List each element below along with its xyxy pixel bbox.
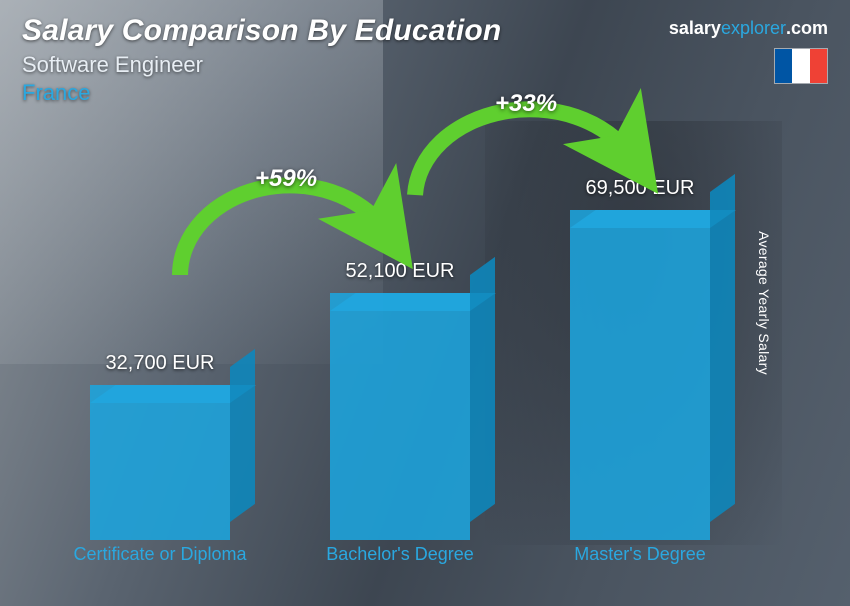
bar-group-2: 69,500 EUR: [540, 177, 740, 540]
y-axis-label: Average Yearly Salary: [756, 231, 772, 375]
bar-side-0: [230, 349, 255, 522]
flag-stripe-1: [775, 49, 792, 83]
pct-label-0: +59%: [255, 165, 317, 193]
bar-group-1: 52,100 EUR: [300, 260, 500, 540]
category-1: Bachelor's Degree: [300, 540, 500, 588]
bar-front-0: [90, 385, 230, 540]
country-flag-icon: [774, 48, 828, 84]
category-2: Master's Degree: [540, 540, 740, 588]
bar-value-0: 32,700 EUR: [106, 352, 215, 375]
bar-side-2: [710, 174, 735, 522]
brand-logo: salaryexplorer.com: [669, 18, 828, 39]
flag-stripe-2: [792, 49, 809, 83]
category-0: Certificate or Diploma: [60, 540, 260, 588]
flag-stripe-3: [810, 49, 827, 83]
brand-part2: explorer: [721, 18, 786, 38]
chart-subtitle: Software Engineer: [22, 52, 828, 78]
category-labels: Certificate or Diploma Bachelor's Degree…: [40, 540, 760, 588]
bar-1: [330, 293, 470, 540]
bar-0: [90, 385, 230, 540]
chart-country: France: [22, 80, 828, 106]
bar-side-1: [470, 257, 495, 522]
bar-group-0: 32,700 EUR: [60, 352, 260, 540]
brand-part1: salary: [669, 18, 721, 38]
bar-front-1: [330, 293, 470, 540]
bar-2: [570, 210, 710, 540]
bar-front-2: [570, 210, 710, 540]
brand-part3: .com: [786, 18, 828, 38]
